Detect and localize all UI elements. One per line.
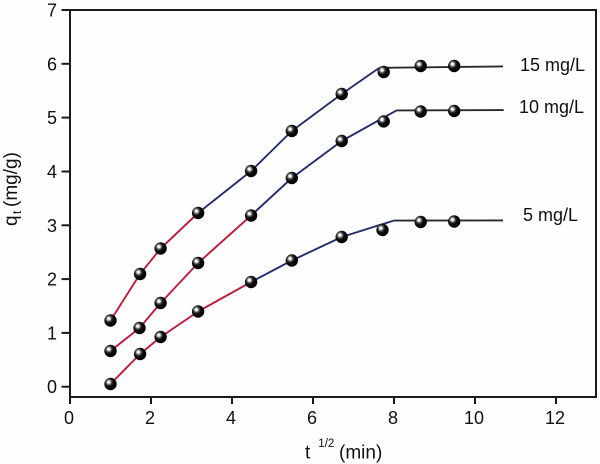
svg-text:10: 10 [464,408,484,428]
svg-text:2: 2 [47,270,57,290]
svg-text:(mg/g): (mg/g) [1,152,22,207]
svg-text:6: 6 [47,54,57,74]
svg-text:6: 6 [307,408,317,428]
svg-text:5 mg/L: 5 mg/L [523,205,578,225]
svg-text:15 mg/L: 15 mg/L [520,55,585,75]
svg-text:1/2: 1/2 [318,438,334,450]
svg-text:4: 4 [226,408,236,428]
svg-text:1: 1 [47,323,57,343]
svg-text:0: 0 [64,408,74,428]
svg-text:3: 3 [47,216,57,236]
svg-text:0: 0 [47,377,57,397]
svg-text:q: q [1,215,22,226]
svg-text:t: t [10,210,24,214]
svg-text:5: 5 [47,108,57,128]
svg-text:7: 7 [47,1,57,21]
svg-text:4: 4 [47,162,57,182]
svg-text:8: 8 [388,408,398,428]
svg-text:(min): (min) [339,443,382,464]
svg-text:2: 2 [145,408,155,428]
svg-text:10 mg/L: 10 mg/L [519,97,584,117]
svg-text:t: t [305,443,311,464]
svg-text:12: 12 [545,408,565,428]
